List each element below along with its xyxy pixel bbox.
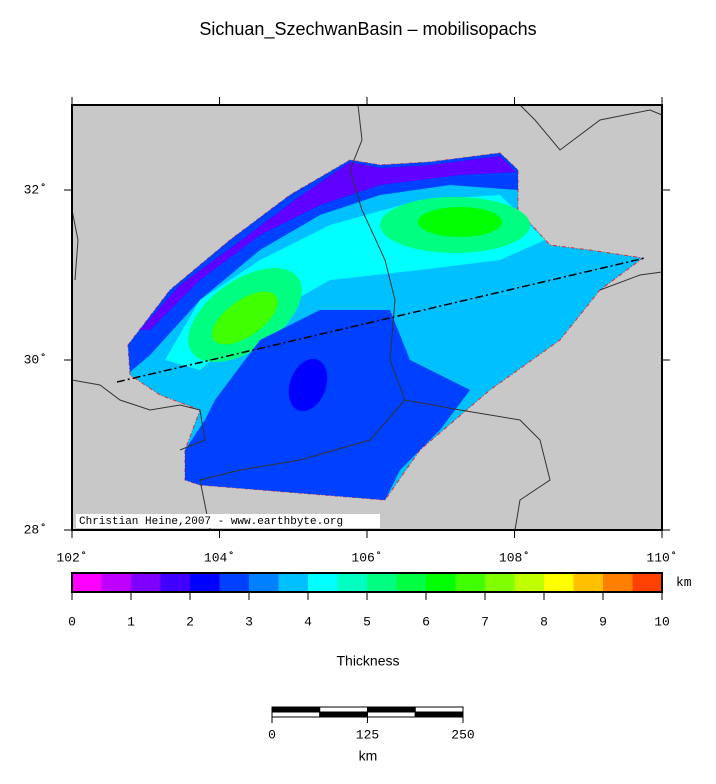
colorbar-swatch xyxy=(603,573,633,592)
x-tick-label: 104˚ xyxy=(204,550,235,565)
colorbar-swatch xyxy=(514,573,545,592)
colorbar-swatch xyxy=(573,573,604,592)
colorbar-swatch xyxy=(544,573,574,592)
y-tick-label: 30˚ xyxy=(24,352,47,367)
colorbar-swatch xyxy=(396,573,427,592)
colorbar-swatch xyxy=(367,573,397,592)
map: Christian Heine,2007 - www.earthbyte.org xyxy=(71,104,663,531)
borders xyxy=(71,104,663,531)
scalebar-segment xyxy=(319,706,368,713)
scalebar-segment xyxy=(367,706,416,713)
scalebar-segment xyxy=(414,711,464,718)
colorbar-swatch xyxy=(632,573,663,592)
section-line xyxy=(116,257,646,383)
scalebar-segment xyxy=(319,711,368,718)
colorbar-swatch xyxy=(278,573,309,592)
deep-blue xyxy=(288,358,328,412)
colorbar-swatch xyxy=(308,573,338,592)
scalebar-segment xyxy=(271,706,321,713)
x-tick-label: 106˚ xyxy=(351,550,382,565)
colorbar-swatch xyxy=(72,573,102,592)
x-tick-label: 102˚ xyxy=(56,550,87,565)
colorbar-tick-label: 1 xyxy=(127,614,135,629)
colorbar-tick-label: 4 xyxy=(304,614,312,629)
colorbar-tick-label: 10 xyxy=(654,614,670,629)
dark-blue-region xyxy=(185,310,470,500)
colorbar-tick-label: 8 xyxy=(540,614,548,629)
credit-box xyxy=(76,514,380,528)
colorbar-label: Thickness xyxy=(336,653,399,669)
colorbar-swatch xyxy=(101,573,132,592)
colorbar-tick-label: 7 xyxy=(481,614,489,629)
colorbar-tick-label: 2 xyxy=(186,614,194,629)
colorbar-swatch xyxy=(426,573,456,592)
colorbar-swatch xyxy=(190,573,220,592)
green-core xyxy=(418,207,502,237)
colorbar-swatch xyxy=(249,573,279,592)
title: Sichuan_SzechwanBasin – mobilisopachs xyxy=(199,19,536,40)
colorbar-swatch xyxy=(131,573,161,592)
colorbar-tick-label: 5 xyxy=(363,614,371,629)
colorbar-swatch xyxy=(485,573,515,592)
green-core xyxy=(212,291,278,345)
purple-band xyxy=(140,156,516,330)
credit: Christian Heine,2007 - www.earthbyte.org xyxy=(79,516,343,528)
scalebar-segment xyxy=(367,711,416,718)
y-tick-label: 32˚ xyxy=(24,182,47,197)
scalebar-tick-label: 0 xyxy=(268,727,276,742)
scalebar-segment xyxy=(271,711,321,718)
scalebar-tick-label: 250 xyxy=(451,727,474,742)
colorbar-tick-label: 0 xyxy=(68,614,76,629)
y-tick-label: 28˚ xyxy=(24,522,47,537)
scalebar-tick-label: 125 xyxy=(356,727,379,742)
scalebar-segment xyxy=(414,706,464,713)
colorbar-swatch xyxy=(219,573,250,592)
colorbar-swatch xyxy=(160,573,191,592)
colorbar-swatch xyxy=(455,573,486,592)
x-tick-label: 108˚ xyxy=(499,550,530,565)
x-tick-label: 110˚ xyxy=(646,550,677,565)
colorbar-tick-label: 3 xyxy=(245,614,253,629)
colorbar-tick-label: 6 xyxy=(422,614,430,629)
colorbar-swatch xyxy=(337,573,368,592)
colorbar-tick-label: 9 xyxy=(599,614,607,629)
scalebar-unit: km xyxy=(359,748,378,764)
colorbar-unit: km xyxy=(676,575,692,590)
